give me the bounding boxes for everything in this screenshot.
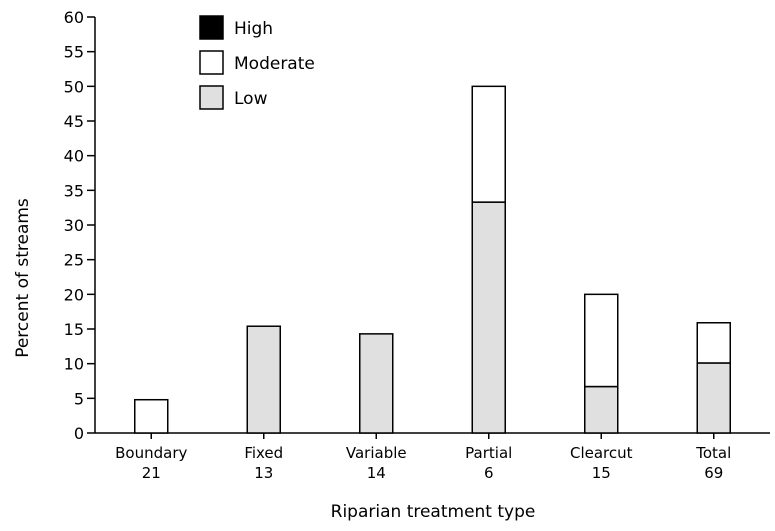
legend-swatch-high (199, 15, 224, 40)
y-tick-label: 60 (64, 8, 84, 27)
y-tick-label: 50 (64, 77, 84, 96)
x-tick-count: 6 (484, 464, 494, 482)
bar-fixed-low (246, 325, 281, 434)
legend-label-high: High (234, 19, 273, 39)
legend-label-low: Low (234, 89, 268, 109)
y-tick-label: 5 (74, 389, 84, 408)
bar-partial-low (471, 201, 506, 434)
bar-total-moderate (696, 322, 731, 364)
x-tick-label: Boundary (115, 444, 187, 462)
x-axis-title: Riparian treatment type (331, 502, 536, 522)
x-tick-count: 69 (704, 464, 723, 482)
bar-clearcut-low (584, 385, 619, 434)
y-axis-title: Percent of streams (13, 198, 33, 358)
y-tick-label: 0 (74, 424, 84, 443)
x-tick-label: Clearcut (570, 444, 633, 462)
bar-clearcut-moderate (584, 293, 619, 388)
legend: High Moderate Low (199, 15, 315, 110)
y-tick-label: 20 (64, 285, 84, 304)
y-tick-label: 55 (64, 43, 84, 62)
bar-total-low (696, 362, 731, 434)
bar-partial-moderate (471, 85, 506, 203)
bar-boundary-moderate (134, 398, 169, 434)
y-tick-label: 45 (64, 112, 84, 131)
x-tick-label: Fixed (244, 444, 283, 462)
y-tick-label: 15 (64, 320, 84, 339)
y-axis: 0 5 10 15 20 25 30 35 40 45 50 55 60 (64, 8, 96, 443)
x-tick-count: 13 (254, 464, 273, 482)
x-tick-label: Total (695, 444, 731, 462)
y-tick-label: 40 (64, 147, 84, 166)
x-tick-count: 15 (592, 464, 611, 482)
x-tick-count: 14 (367, 464, 386, 482)
y-tick-label: 25 (64, 251, 84, 270)
legend-label-moderate: Moderate (234, 54, 315, 74)
x-tick-label: Partial (465, 444, 512, 462)
y-tick-label: 35 (64, 181, 84, 200)
legend-swatch-low (199, 85, 224, 110)
bars (134, 85, 731, 434)
x-axis (95, 432, 770, 439)
y-tick-label: 10 (64, 355, 84, 374)
y-tick-label: 30 (64, 216, 84, 235)
bar-variable-low (359, 333, 394, 434)
x-tick-label: Variable (346, 444, 407, 462)
category-labels: Boundary 21 Fixed 13 Variable 14 Partial 6 Clear… (115, 444, 731, 482)
legend-swatch-moderate (199, 50, 224, 75)
x-tick-count: 21 (142, 464, 161, 482)
